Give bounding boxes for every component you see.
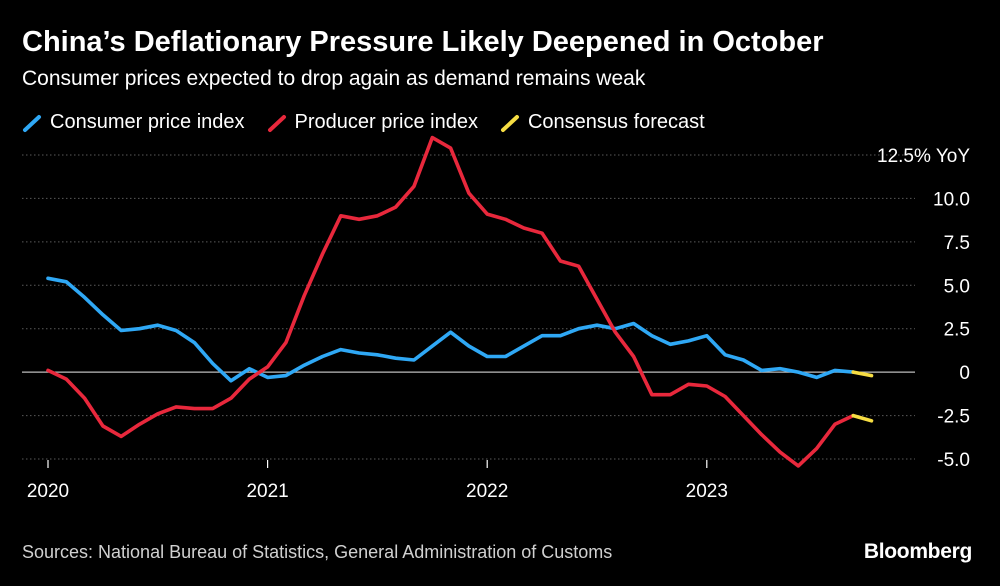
legend: Consumer price index Producer price inde… — [22, 111, 727, 134]
ppi-line — [46, 135, 856, 468]
x-axis — [47, 460, 708, 468]
legend-item-cpi: Consumer price index — [22, 111, 245, 134]
y-tick-label-5: 0 — [959, 363, 970, 384]
y-tick-label-4: 2.5 — [944, 320, 970, 341]
legend-forecast-swatch-icon — [500, 114, 519, 132]
chart-title: China’s Deflationary Pressure Likely Dee… — [22, 26, 824, 58]
legend-cpi-label: Consumer price index — [50, 111, 245, 133]
series-lines — [46, 135, 874, 468]
cpi-line — [46, 276, 856, 383]
x-tick-label-3: 2023 — [686, 481, 728, 502]
gridlines — [22, 154, 915, 460]
legend-cpi-swatch-icon — [23, 114, 41, 132]
source-note: Sources: National Bureau of Statistics, … — [22, 542, 613, 562]
x-tick-label-1: 2021 — [246, 481, 288, 502]
bloomberg-logo: Bloomberg — [863, 540, 972, 563]
chart-subtitle: Consumer prices expected to drop again a… — [22, 67, 646, 90]
y-tick-label-7: -5.0 — [937, 450, 970, 471]
y-tick-label-0: 12.5% YoY — [877, 146, 970, 167]
legend-forecast-label: Consensus forecast — [527, 111, 705, 133]
x-tick-label-0: 2020 — [27, 481, 69, 502]
x-tick-label-2: 2022 — [466, 481, 508, 502]
legend-ppi-swatch-icon — [267, 114, 286, 132]
y-tick-label-2: 7.5 — [944, 233, 970, 254]
legend-ppi-label: Producer price index — [294, 111, 478, 133]
forecast-line-1 — [851, 413, 874, 423]
tick-labels: 12.5% YoY 10.0 7.5 5.0 2.5 0 -2.5 -5.0 2020 2021 2… — [27, 146, 970, 502]
forecast-line-0 — [851, 370, 874, 378]
y-tick-label-1: 10.0 — [933, 189, 970, 210]
y-tick-label-6: -2.5 — [937, 407, 970, 428]
legend-item-ppi: Producer price index — [267, 111, 478, 134]
y-tick-label-3: 5.0 — [944, 276, 970, 297]
legend-item-forecast: Consensus forecast — [500, 111, 705, 134]
